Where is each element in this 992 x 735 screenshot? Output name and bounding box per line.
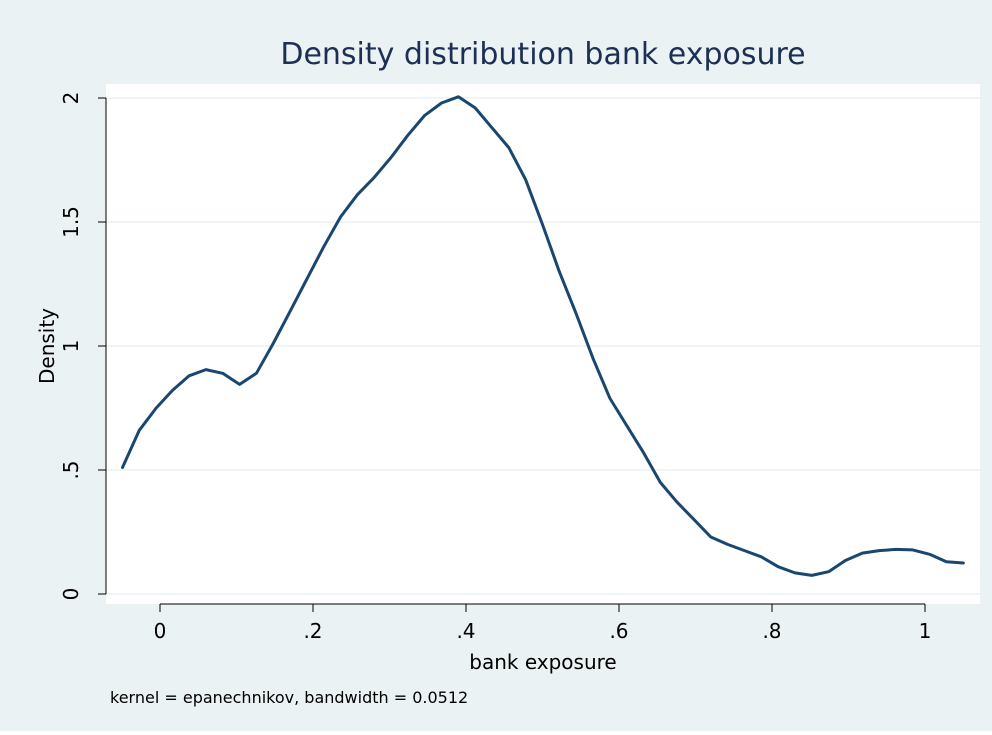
x-tick-label: .6 bbox=[609, 619, 628, 643]
chart-note: kernel = epanechnikov, bandwidth = 0.051… bbox=[110, 688, 468, 707]
y-axis-label: Density bbox=[35, 308, 59, 384]
chart-title: Density distribution bank exposure bbox=[280, 37, 805, 72]
series-layer bbox=[121, 95, 965, 577]
x-axis: 0 .2 .4 .6 .8 1 bbox=[154, 603, 932, 643]
x-tick-label: 1 bbox=[919, 619, 932, 643]
y-tick-label: 1.5 bbox=[59, 206, 83, 238]
x-tick-label: .8 bbox=[762, 619, 781, 643]
x-axis-label: bank exposure bbox=[469, 650, 616, 674]
x-tick-label: .2 bbox=[303, 619, 322, 643]
x-tick-label: 0 bbox=[154, 619, 167, 643]
y-axis: 0 .5 1 1.5 2 bbox=[59, 92, 107, 601]
y-tick-label: 0 bbox=[59, 588, 83, 601]
y-tick-label: 2 bbox=[59, 92, 83, 105]
density-line bbox=[121, 95, 965, 577]
x-tick-label: .4 bbox=[456, 619, 475, 643]
y-tick-label: .5 bbox=[59, 460, 83, 479]
plot-area bbox=[106, 84, 980, 604]
y-tick-label: 1 bbox=[59, 340, 83, 353]
